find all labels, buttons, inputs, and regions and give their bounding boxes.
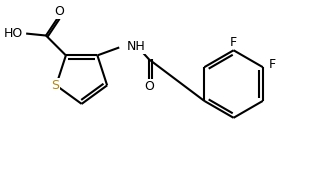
Text: F: F [269, 58, 276, 71]
Text: NH: NH [127, 40, 146, 53]
Text: F: F [230, 36, 237, 49]
Text: S: S [51, 79, 59, 92]
Text: O: O [144, 80, 154, 93]
Text: HO: HO [4, 27, 23, 40]
Text: O: O [54, 5, 64, 18]
